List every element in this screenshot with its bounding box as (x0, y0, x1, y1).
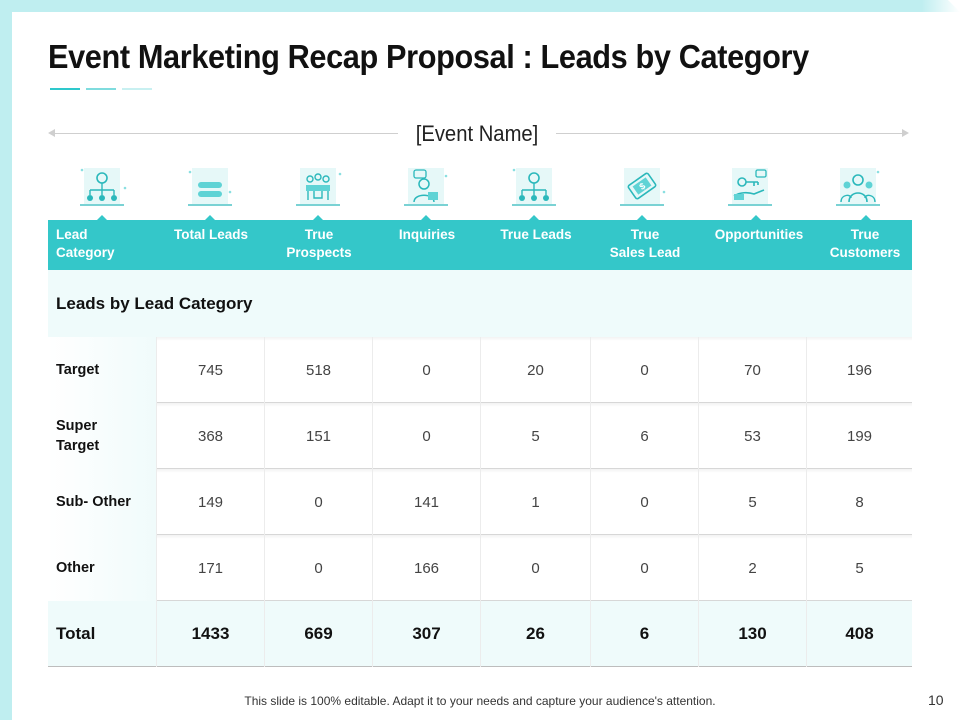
slide-title: Event Marketing Recap Proposal : Leads b… (48, 38, 809, 75)
table-cell: 0 (372, 403, 480, 469)
table-cell: 5 (698, 469, 806, 535)
dollar-tag-icon: $ (588, 162, 696, 218)
team-meeting-icon (264, 162, 372, 218)
table-cell: 0 (264, 469, 372, 535)
table-cell: 518 (264, 337, 372, 403)
org-network-icon (480, 162, 588, 218)
total-cell: 26 (480, 601, 590, 667)
event-arrow-left-icon (48, 129, 55, 137)
section-label: Leads by Lead Category (56, 294, 253, 313)
footer-note: This slide is 100% editable. Adapt it to… (244, 694, 716, 708)
table-cell: 149 (156, 469, 264, 535)
event-divider-right (556, 133, 906, 134)
table-cell: 0 (264, 535, 372, 601)
total-label: Total (56, 624, 96, 643)
table-cell: 0 (372, 337, 480, 403)
header-notch (860, 215, 872, 221)
header-notch (96, 215, 108, 221)
table-cell: 6 (590, 403, 698, 469)
svg-text:$: $ (637, 181, 647, 192)
section-row: Leads by Lead Category (48, 270, 912, 337)
table-cell: 368 (156, 403, 264, 469)
org-network-icon (48, 162, 156, 218)
slide-frame-left (0, 0, 12, 720)
table-cell: 5 (806, 535, 912, 601)
table-header: Lead Category Total Leads True Prospects I… (48, 215, 912, 270)
table-cell: 745 (156, 337, 264, 403)
event-divider-left (52, 133, 398, 134)
header-opportunities: Opportunities (714, 227, 804, 242)
slide-frame-corner (948, 0, 960, 12)
table-cell: 0 (590, 535, 698, 601)
total-cell: 1433 (156, 601, 264, 667)
table-cell: 5 (480, 403, 590, 469)
table-cell: 0 (590, 337, 698, 403)
header-true-leads: True Leads (500, 227, 572, 242)
handshake-key-icon (696, 162, 804, 218)
header-notch (528, 215, 540, 221)
column-icon-row: $ (48, 162, 912, 218)
table-row: Super Target 368 151 0 5 6 53 199 (48, 403, 912, 469)
table-total-row: Total 1433 669 307 26 6 130 408 (48, 601, 912, 667)
table-cell: 20 (480, 337, 590, 403)
customer-group-icon (804, 162, 912, 218)
table-cell: 151 (264, 403, 372, 469)
table-row: Target 745 518 0 20 0 70 196 (48, 337, 912, 403)
table-cell: 0 (590, 469, 698, 535)
row-label: Other (48, 535, 156, 601)
header-total-leads: Total Leads (173, 227, 248, 242)
support-agent-icon (372, 162, 480, 218)
total-cell: 408 (806, 601, 912, 667)
event-name: [Event Name] (415, 121, 539, 146)
table-cell: 1 (480, 469, 590, 535)
row-label: Target (48, 337, 156, 403)
total-cell: 669 (264, 601, 372, 667)
table-cell: 8 (806, 469, 912, 535)
table-cell: 199 (806, 403, 912, 469)
header-true-sales-lead: True Sales Lead (609, 227, 681, 260)
page-number: 10 (928, 692, 944, 708)
header-notch (750, 215, 762, 221)
table-cell: 196 (806, 337, 912, 403)
header-notch (420, 215, 432, 221)
stack-icon (156, 162, 264, 218)
table-cell: 70 (698, 337, 806, 403)
row-label: Sub- Other (48, 469, 156, 535)
table-cell: 53 (698, 403, 806, 469)
total-cell: 130 (698, 601, 806, 667)
header-inquiries: Inquiries (398, 227, 456, 242)
title-underline (50, 88, 152, 90)
row-label: Super Target (48, 403, 156, 469)
header-true-customers: True Customers (829, 227, 901, 260)
table-row: Other 171 0 166 0 0 2 5 (48, 535, 912, 601)
table-cell: 141 (372, 469, 480, 535)
header-notch (312, 215, 324, 221)
table-row: Sub- Other 149 0 141 1 0 5 8 (48, 469, 912, 535)
table-cell: 2 (698, 535, 806, 601)
header-true-prospects: True Prospects (286, 227, 352, 260)
total-cell: 307 (372, 601, 480, 667)
slide-frame-top (0, 0, 960, 12)
event-arrow-right-icon (902, 129, 909, 137)
table-cell: 0 (480, 535, 590, 601)
table-cell: 171 (156, 535, 264, 601)
header-lead-category: Lead Category (56, 227, 115, 260)
total-cell: 6 (590, 601, 698, 667)
table-cell: 166 (372, 535, 480, 601)
header-notch (204, 215, 216, 221)
header-notch (636, 215, 648, 221)
